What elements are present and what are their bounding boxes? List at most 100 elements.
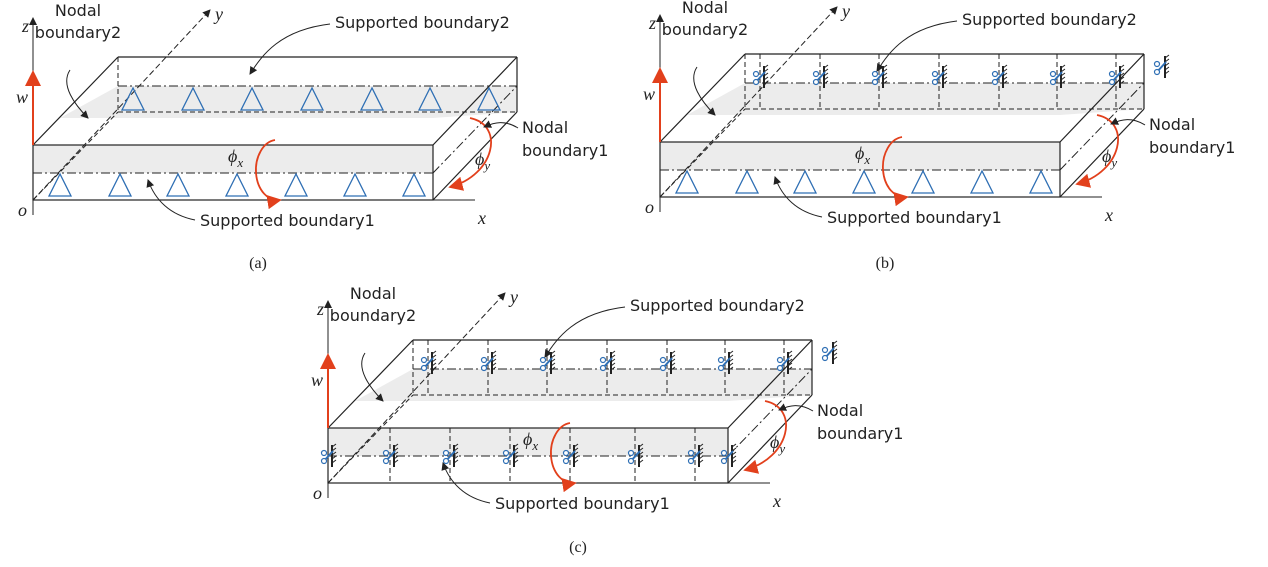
spring-node <box>719 366 724 371</box>
rotation-symbol: ϕ <box>523 429 532 449</box>
spring-node <box>993 80 998 85</box>
support-triangle <box>1030 171 1052 193</box>
supported-boundary2-label: Supported boundary2 <box>335 13 510 32</box>
axis-label: y <box>213 4 223 24</box>
shaded-face <box>355 369 812 401</box>
spring-node <box>504 451 509 456</box>
rotation-symbol: ϕ <box>228 146 237 166</box>
spring-node <box>422 366 427 371</box>
spring-node <box>754 80 759 85</box>
axis-label: x <box>1104 205 1113 225</box>
spring-node <box>993 72 998 77</box>
nodal-boundary2-label: boundary2 <box>330 306 416 325</box>
spring-node <box>719 358 724 363</box>
supported-boundary2-label: Supported boundary2 <box>962 10 1137 29</box>
spring-node <box>422 358 427 363</box>
nodal-boundary1-label: boundary1 <box>1149 138 1235 157</box>
supported-boundary2-label: Supported boundary2 <box>630 296 805 315</box>
rotation-label: ϕy <box>1102 146 1117 170</box>
nodal-boundary2-label: boundary2 <box>662 20 748 39</box>
rotation-subscript: x <box>531 438 538 453</box>
spring-node <box>384 451 389 456</box>
support-triangle <box>226 174 248 196</box>
spring-node <box>823 356 828 361</box>
support-triangle <box>167 174 189 196</box>
spring-node <box>384 459 389 464</box>
support-triangle <box>49 174 71 196</box>
leader-arrow <box>545 307 625 357</box>
spring-node <box>754 72 759 77</box>
support-triangle <box>853 171 875 193</box>
axis-label: z <box>21 16 29 36</box>
spring-node <box>933 80 938 85</box>
spring-node <box>541 366 546 371</box>
supported-boundary1-label: Supported boundary1 <box>827 208 1002 227</box>
spring-node <box>778 366 783 371</box>
spring-node <box>778 358 783 363</box>
axis-label: w <box>311 370 323 390</box>
spring-node <box>722 451 727 456</box>
nodal-boundary2-label: Nodal <box>350 284 396 303</box>
spring-node <box>823 348 828 353</box>
support-triangle <box>971 171 993 193</box>
axis-label: y <box>508 287 518 307</box>
spring-node <box>933 72 938 77</box>
support-triangle <box>736 171 758 193</box>
nodal-boundary2-label: Nodal <box>682 0 728 17</box>
spring-node <box>601 366 606 371</box>
rotation-label: ϕy <box>770 432 785 456</box>
rotation-subscript: y <box>1109 155 1117 170</box>
leader-arrow <box>484 123 518 128</box>
spring-node <box>1110 80 1115 85</box>
spring-node <box>689 459 694 464</box>
rotation-symbol: ϕ <box>770 432 779 452</box>
spring-node <box>444 451 449 456</box>
spring-node <box>689 451 694 456</box>
support-triangle <box>344 174 366 196</box>
spring-node <box>1110 72 1115 77</box>
rotation-subscript: x <box>863 152 870 167</box>
panel: Nodal boundary2 Supported boundary2 Nodal bo… <box>16 1 608 230</box>
spring-node <box>661 358 666 363</box>
leader-arrow <box>1111 120 1145 125</box>
spring-node <box>873 80 878 85</box>
spring-node <box>482 366 487 371</box>
spring-node <box>661 366 666 371</box>
nodal-boundary1-label: Nodal <box>522 118 568 137</box>
spring-node <box>482 358 487 363</box>
axis-label: x <box>772 491 781 511</box>
shaded-face <box>687 83 1144 115</box>
spring-node <box>322 451 327 456</box>
spring-node <box>814 72 819 77</box>
supported-boundary1-label: Supported boundary1 <box>200 211 375 230</box>
nodal-boundary2-label: boundary2 <box>35 23 121 42</box>
rotation-symbol: ϕ <box>855 143 864 163</box>
support-triangle <box>403 174 425 196</box>
spring-node <box>1155 62 1160 67</box>
support-triangle <box>794 171 816 193</box>
nodal-boundary1-label: boundary1 <box>522 141 608 160</box>
figure: Nodal boundary2 Supported boundary2 Nodal bo… <box>0 0 1268 567</box>
spring-node <box>1051 72 1056 77</box>
spring-node <box>444 459 449 464</box>
rotation-label: ϕy <box>475 149 490 173</box>
axis-label: w <box>16 87 28 107</box>
spring-node <box>629 451 634 456</box>
axis-label: y <box>840 1 850 21</box>
spring-node <box>564 459 569 464</box>
axis-label: w <box>643 84 655 104</box>
support-triangle <box>912 171 934 193</box>
spring-node <box>504 459 509 464</box>
leader-arrow <box>877 21 957 71</box>
nodal-boundary1-label: boundary1 <box>817 424 903 443</box>
spring-node <box>814 80 819 85</box>
rotation-subscript: x <box>236 155 243 170</box>
panel: Nodalboundary2Supported boundary2Nodalbo… <box>643 0 1235 227</box>
spring-node <box>873 72 878 77</box>
moment-arc <box>745 401 786 470</box>
axis-label: o <box>18 200 27 220</box>
axis-label: z <box>648 13 656 33</box>
nodal-boundary1-label: Nodal <box>817 401 863 420</box>
axis-label: x <box>477 208 486 228</box>
nodal-boundary2-label: Nodal <box>55 1 101 20</box>
